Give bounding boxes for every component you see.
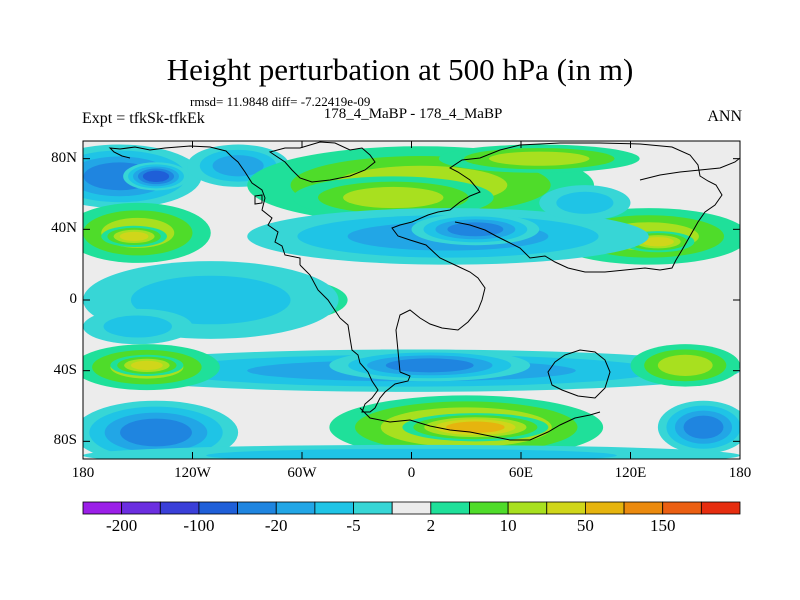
- colorbar-label: 10: [499, 516, 517, 535]
- plot-title: Height perturbation at 500 hPa (in m): [166, 52, 634, 87]
- coastline-antarctica: [359, 407, 601, 441]
- coastline-south-america: [339, 317, 411, 413]
- colorbar-swatch: [430, 501, 470, 515]
- contour-antarctic-low-west-3: [120, 418, 192, 447]
- contour-arctic-east-ridge-2: [489, 151, 590, 166]
- y-tick-label: 40S: [53, 361, 77, 378]
- x-tick-label: 0: [407, 465, 416, 481]
- coastline-layer: [108, 141, 740, 441]
- colorbar-swatch: [82, 501, 123, 515]
- x-tick-label: 60W: [287, 465, 317, 481]
- coastline-australia: [547, 349, 611, 399]
- colorbar-label: 2: [426, 516, 436, 535]
- colorbar-swatch: [662, 501, 702, 515]
- colorbar-label: -100: [183, 516, 215, 535]
- x-tick-label: 180: [71, 465, 95, 481]
- colorbar-label: -5: [346, 516, 361, 535]
- coastline-eurasia-africa: [391, 142, 723, 373]
- colorbar-swatch: [585, 501, 625, 515]
- coastline-greenland-arctic: [268, 141, 376, 183]
- colorbar: [82, 501, 741, 515]
- x-tick-label: 120W: [174, 465, 211, 481]
- contour-south-pacific-high-core-3: [130, 360, 163, 371]
- season-label: ANN: [707, 108, 742, 125]
- contour-antarctic-low-east-3: [683, 415, 724, 439]
- colorbar-swatch: [546, 501, 586, 515]
- contour-arctic-central-low-2: [212, 155, 264, 177]
- contour-south-atlantic-low-3: [385, 358, 474, 373]
- experiment-label: Expt = tfkSk-tfkEk: [82, 110, 205, 127]
- contour-east-asia-low-1: [556, 191, 614, 214]
- contour-north-pacific-west-core-3: [641, 237, 674, 247]
- rmsd-subtitle: rmsd= 11.9848 diff= -7.22419e-09: [190, 94, 371, 109]
- contour-euro-high-core-2: [343, 186, 444, 209]
- colorbar-swatch: [121, 501, 161, 515]
- colorbar-swatch: [198, 501, 238, 515]
- colorbar-swatch: [237, 501, 277, 515]
- axis-ticks: [82, 141, 741, 459]
- colorbar-swatch: [700, 501, 741, 515]
- contour-north-pacific-east-core-3: [119, 231, 149, 242]
- colorbar-label: 50: [576, 516, 594, 535]
- contour-fill-layer: [83, 144, 740, 459]
- contour-south-indian-high-2: [657, 354, 713, 376]
- colorbar-swatch: [314, 501, 354, 515]
- colorbar-swatch: [353, 501, 393, 515]
- y-tick-label: 40N: [51, 220, 77, 237]
- y-tick-label: 80S: [53, 432, 77, 449]
- colorbar-swatch: [391, 501, 432, 515]
- contour-arctic-west-core-4: [142, 170, 170, 182]
- contour-midlat-north-low-core-3: [447, 222, 504, 237]
- contour-antarctic-high-core-4: [446, 421, 505, 433]
- contour-tropical-pacific-low-1: [103, 315, 172, 338]
- x-tick-label: 120E: [614, 465, 647, 481]
- y-tick-label: 80N: [51, 149, 77, 166]
- colorbar-swatch: [623, 501, 664, 515]
- coastline-arctic-east: [639, 157, 740, 181]
- x-tick-label: 180: [728, 465, 752, 481]
- y-tick-label: 0: [69, 291, 78, 307]
- x-tick-label: 60E: [508, 465, 534, 481]
- colorbar-swatch: [159, 501, 200, 515]
- colorbar-swatch: [469, 501, 509, 515]
- colorbar-label: 150: [649, 516, 676, 535]
- colorbar-label: -20: [264, 516, 288, 535]
- colorbar-swatch: [507, 501, 548, 515]
- colorbar-label: -200: [106, 516, 138, 535]
- contour-tropical-lows-west-1: [130, 275, 291, 325]
- coastline-north-america: [108, 145, 341, 319]
- colorbar-swatch: [275, 501, 316, 515]
- case-label: 178_4_MaBP - 178_4_MaBP: [323, 106, 503, 122]
